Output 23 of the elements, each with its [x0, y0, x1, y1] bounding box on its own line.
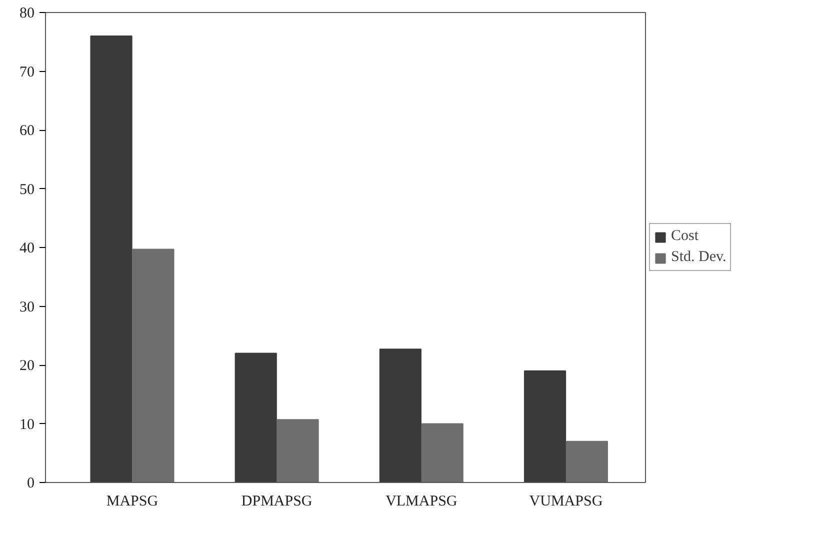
bar [90, 36, 132, 482]
x-tick-label: DPMAPSG [241, 494, 312, 510]
bar [421, 423, 464, 482]
y-tick-label: 80 [20, 6, 34, 22]
bar [132, 248, 174, 482]
legend-label: Cost [671, 228, 699, 245]
legend-label: Std. Dev. [671, 249, 726, 266]
y-tick-label: 70 [20, 64, 34, 80]
y-tick-label: 0 [27, 476, 34, 492]
bar [234, 352, 277, 482]
y-tick-label: 20 [20, 358, 34, 374]
y-tick-label: 30 [20, 299, 34, 316]
y-tick-label: 10 [20, 416, 34, 433]
x-tick-label: VLMAPSG [386, 494, 458, 510]
y-tick-label: 40 [20, 240, 34, 256]
bar [524, 370, 566, 482]
x-tick-label: MAPSG [106, 494, 158, 510]
bar [566, 440, 608, 482]
bar [379, 348, 422, 482]
bar [276, 419, 319, 482]
y-tick-label: 60 [20, 123, 34, 139]
y-tick-label: 50 [20, 182, 34, 198]
x-tick-label: VUMAPSG [529, 494, 603, 510]
